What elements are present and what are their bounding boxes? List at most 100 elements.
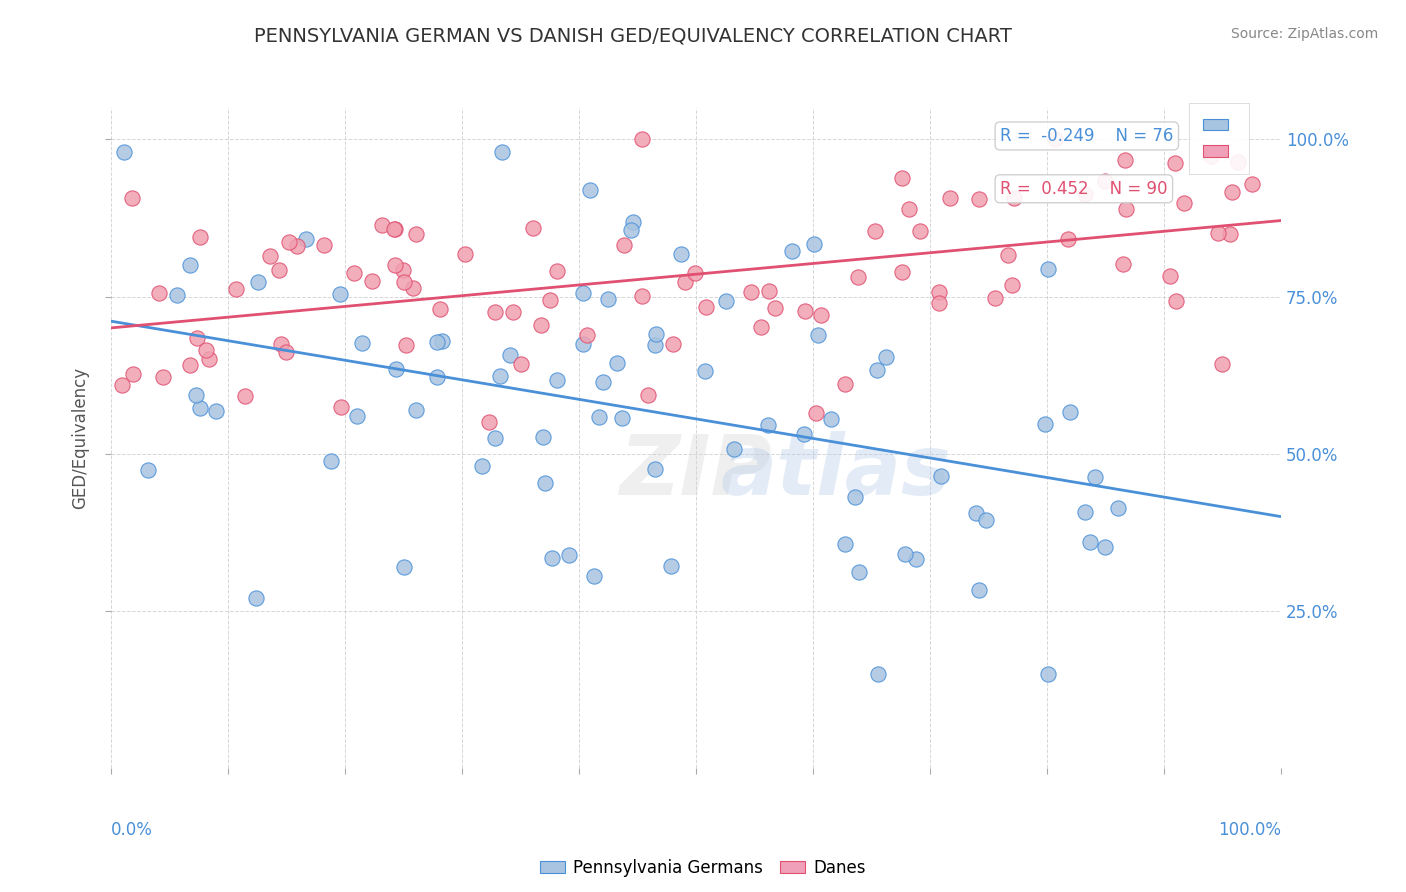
Point <box>270 336 292 351</box>
Point <box>620 223 643 237</box>
Point <box>875 350 897 364</box>
Point <box>621 215 644 229</box>
Point <box>350 336 373 351</box>
Text: PENNSYLVANIA GERMAN VS DANISH GED/EQUIVALENCY CORRELATION CHART: PENNSYLVANIA GERMAN VS DANISH GED/EQUIVA… <box>253 27 1012 45</box>
Point <box>1084 470 1107 484</box>
Point <box>343 266 366 280</box>
Point <box>295 232 318 246</box>
Point <box>576 327 599 342</box>
Point <box>1002 191 1025 205</box>
Point <box>740 285 762 299</box>
Point <box>488 368 510 383</box>
Point <box>1043 132 1066 146</box>
Point <box>1094 174 1116 188</box>
Point <box>1164 156 1187 170</box>
Point <box>891 265 914 279</box>
Point <box>894 547 917 561</box>
Point <box>662 336 685 351</box>
Point <box>1219 227 1241 242</box>
Point <box>810 308 832 322</box>
Point <box>1078 534 1101 549</box>
Point <box>794 303 817 318</box>
Point <box>1159 268 1181 283</box>
Point <box>1211 357 1233 371</box>
Point <box>637 388 659 402</box>
Point <box>844 490 866 504</box>
Point <box>588 410 610 425</box>
Point <box>1114 153 1136 168</box>
Point <box>1164 293 1187 308</box>
Point <box>571 285 593 300</box>
Point <box>974 513 997 527</box>
Point <box>803 236 825 251</box>
Point <box>582 569 605 583</box>
Point <box>908 224 931 238</box>
Point <box>484 432 506 446</box>
Point <box>225 282 247 296</box>
Point <box>392 275 415 289</box>
Point <box>865 224 887 238</box>
Text: 0.0%: 0.0% <box>111 822 153 839</box>
Point <box>644 461 666 475</box>
Point <box>395 337 418 351</box>
Point <box>820 412 842 426</box>
Point <box>429 302 451 317</box>
Point <box>186 330 208 344</box>
Point <box>1059 405 1081 419</box>
Point <box>929 469 952 483</box>
Point <box>478 416 501 430</box>
Point <box>233 389 256 403</box>
Point <box>179 358 201 372</box>
Point <box>538 293 561 307</box>
Point <box>891 171 914 186</box>
Point <box>645 327 668 342</box>
Text: ZIP: ZIP <box>620 431 772 512</box>
Point <box>669 246 692 260</box>
Point <box>1074 187 1097 202</box>
Point <box>723 442 745 456</box>
Point <box>1033 417 1056 431</box>
Point <box>1001 277 1024 292</box>
Point <box>558 548 581 562</box>
Point <box>136 463 159 477</box>
Legend: Pennsylvania Germans, Danes: Pennsylvania Germans, Danes <box>533 853 873 884</box>
Point <box>541 551 564 566</box>
Point <box>121 191 143 205</box>
Point <box>1073 505 1095 519</box>
Point <box>471 458 494 473</box>
Point <box>1107 501 1129 516</box>
Point <box>1226 155 1249 169</box>
Point <box>392 559 415 574</box>
Point <box>1036 261 1059 276</box>
Point <box>673 275 696 289</box>
Point <box>430 334 453 349</box>
Text: 100.0%: 100.0% <box>1218 822 1281 839</box>
Point <box>613 237 636 252</box>
Point <box>148 286 170 301</box>
Point <box>502 305 524 319</box>
Point <box>194 343 217 357</box>
Point <box>983 292 1005 306</box>
Point <box>1038 667 1060 681</box>
Point <box>834 537 856 551</box>
Point <box>179 259 201 273</box>
Point <box>1115 202 1137 216</box>
Point <box>522 221 544 235</box>
Point <box>361 274 384 288</box>
Point <box>631 289 654 303</box>
Point <box>384 362 406 376</box>
Point <box>454 246 477 260</box>
Point <box>695 364 717 378</box>
Point <box>546 372 568 386</box>
Point <box>499 348 522 362</box>
Point <box>491 145 513 159</box>
Point <box>319 453 342 467</box>
Legend: , : , <box>1189 103 1249 174</box>
Point <box>1056 232 1078 246</box>
Point <box>426 335 449 350</box>
Point <box>631 132 654 146</box>
Point <box>793 427 815 442</box>
Point <box>1094 540 1116 554</box>
Point <box>749 320 772 334</box>
Point <box>939 191 962 205</box>
